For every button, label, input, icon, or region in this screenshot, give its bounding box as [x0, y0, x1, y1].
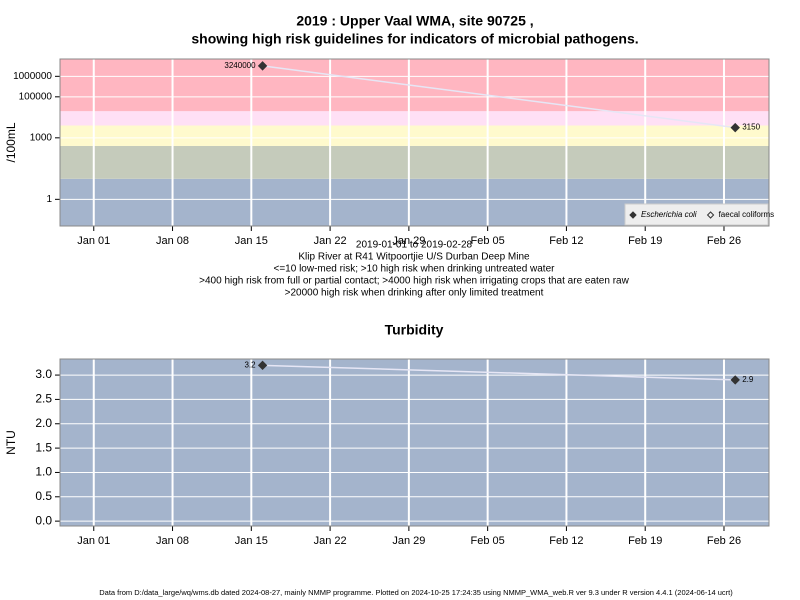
x-tick-label: Jan 01 — [77, 535, 110, 547]
x-tick-label: Jan 01 — [77, 235, 110, 247]
x-tick-label: Feb 19 — [628, 235, 662, 247]
note: >20000 high risk when drinking after onl… — [285, 288, 544, 299]
risk-band — [60, 111, 769, 126]
series-line — [262, 65, 736, 129]
data-point — [257, 360, 268, 371]
y-tick-label: 2.0 — [35, 416, 52, 430]
y-tick-label: 1000 — [30, 132, 53, 143]
risk-band — [60, 125, 769, 146]
x-tick-label: Feb 19 — [628, 535, 662, 547]
panel-title: Turbidity — [385, 322, 444, 338]
x-tick-label: Feb 26 — [707, 235, 741, 247]
note: Klip River at R41 Witpoortjie U/S Durban… — [298, 252, 530, 263]
x-tick-label: Jan 08 — [156, 535, 189, 547]
y-tick-label: 1.0 — [35, 465, 52, 479]
x-tick-label: Feb 05 — [471, 535, 505, 547]
plot-background — [60, 359, 769, 526]
x-tick-label: Jan 15 — [235, 535, 268, 547]
legend-marker — [629, 211, 637, 219]
x-tick-label: Feb 26 — [707, 535, 741, 547]
series-line — [262, 364, 736, 381]
risk-band — [60, 145, 769, 179]
y-tick-label: 1000000 — [13, 71, 52, 82]
x-tick-label: Jan 08 — [156, 235, 189, 247]
data-label: 2.9 — [742, 375, 754, 384]
y-tick-label: 100000 — [19, 91, 53, 102]
x-tick-label: Jan 22 — [314, 535, 347, 547]
data-point — [730, 122, 740, 133]
y-tick-label: 0.5 — [35, 489, 52, 503]
data-point — [730, 375, 740, 385]
y-axis-label: /100mL — [4, 122, 18, 162]
note: <=10 low-med risk; >10 high risk when dr… — [274, 264, 556, 275]
legend-marker — [706, 211, 715, 219]
data-point — [257, 61, 268, 71]
x-tick-label: Feb 12 — [549, 535, 583, 547]
x-tick-label: Jan 29 — [392, 535, 425, 547]
legend-label: Escherichia coli — [641, 210, 697, 219]
x-tick-label: Jan 29 — [392, 235, 425, 247]
x-tick-label: Jan 15 — [235, 235, 268, 247]
y-tick-label: 0.0 — [35, 513, 52, 527]
y-axis-label: NTU — [4, 430, 18, 455]
note: >400 high risk from full or partial cont… — [199, 276, 629, 287]
legend-label: faecal coliforms — [719, 210, 775, 219]
data-label: 3240000 — [224, 61, 256, 70]
data-label: 3.2 — [244, 360, 256, 369]
x-tick-label: Feb 12 — [549, 235, 583, 247]
chart-subtitle: showing high risk guidelines for indicat… — [191, 31, 638, 47]
data-label: 3150 — [742, 123, 760, 132]
x-tick-label: Feb 05 — [471, 235, 505, 247]
x-tick-label: Jan 22 — [314, 235, 347, 247]
legend-box — [624, 203, 769, 226]
plot-frame — [59, 58, 770, 227]
chart-title: 2019 : Upper Vaal WMA, site 90725 , — [296, 13, 533, 29]
y-tick-label: 1 — [46, 194, 52, 205]
y-tick-label: 2.5 — [35, 392, 52, 406]
y-tick-label: 1.5 — [35, 440, 52, 454]
note: 2019-01-01 to 2019-02-28 — [356, 240, 473, 251]
footer: Data from D:/data_large/wq/wms.db dated … — [99, 588, 733, 597]
plot-frame — [59, 358, 770, 527]
y-tick-label: 3.0 — [35, 367, 52, 381]
